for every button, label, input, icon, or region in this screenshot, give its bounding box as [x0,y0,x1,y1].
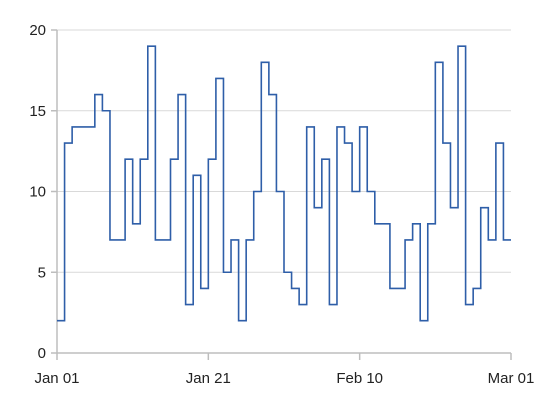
y-tick-label: 10 [29,184,46,201]
y-tick-label: 20 [29,22,46,39]
y-tick-label: 0 [38,345,46,362]
x-tick-label: Feb 10 [336,370,383,387]
series-step-line [57,45,511,322]
x-tick-label: Jan 01 [34,370,79,387]
x-tick-label: Jan 21 [186,370,231,387]
series-group [56,45,511,322]
y-tick-label: 5 [38,264,46,281]
x-tick-label: Mar 01 [488,370,535,387]
y-tick-label: 15 [29,103,46,120]
tick-labels: 0 5 10 15 20 Jan 01 Jan 21 Feb 10 Mar 01 [29,22,534,387]
axes [51,29,512,360]
